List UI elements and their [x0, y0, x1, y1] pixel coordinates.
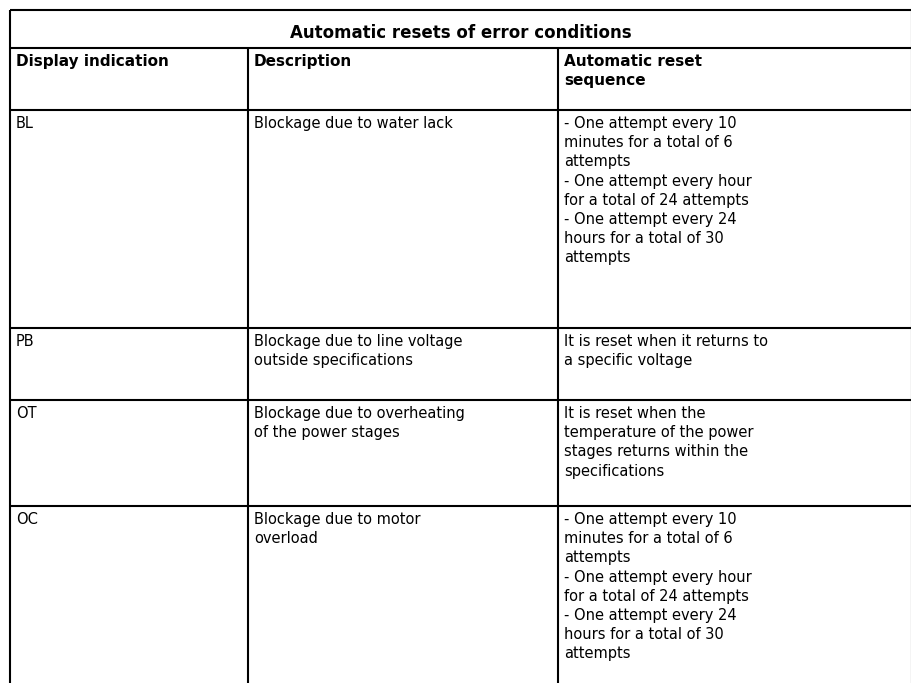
Text: It is reset when it returns to
a specific voltage: It is reset when it returns to a specifi… [563, 334, 767, 368]
Text: BL: BL [16, 116, 34, 131]
Text: Blockage due to line voltage
outside specifications: Blockage due to line voltage outside spe… [254, 334, 462, 368]
Text: - One attempt every 10
minutes for a total of 6
attempts
- One attempt every hou: - One attempt every 10 minutes for a tot… [563, 512, 751, 661]
Text: OT: OT [16, 406, 36, 421]
Text: Blockage due to motor
overload: Blockage due to motor overload [254, 512, 420, 546]
Text: Automatic reset
sequence: Automatic reset sequence [563, 54, 701, 88]
Text: - One attempt every 10
minutes for a total of 6
attempts
- One attempt every hou: - One attempt every 10 minutes for a tot… [563, 116, 751, 266]
Text: Blockage due to water lack: Blockage due to water lack [254, 116, 453, 131]
Text: Blockage due to overheating
of the power stages: Blockage due to overheating of the power… [254, 406, 465, 441]
Text: OC: OC [16, 512, 38, 527]
Text: It is reset when the
temperature of the power
stages returns within the
specific: It is reset when the temperature of the … [563, 406, 752, 479]
Text: Description: Description [254, 54, 352, 69]
Text: PB: PB [16, 334, 35, 349]
Text: Display indication: Display indication [16, 54, 169, 69]
Text: Automatic resets of error conditions: Automatic resets of error conditions [290, 24, 631, 42]
